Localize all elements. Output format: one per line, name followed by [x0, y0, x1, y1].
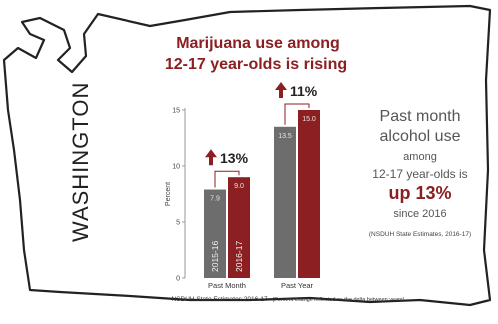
bar-gray [274, 126, 296, 278]
side-line-4: 12-17 year-olds is [372, 167, 467, 181]
y-axis-title: Percent [165, 182, 172, 206]
side-line-2: alcohol use [380, 128, 461, 145]
bar-series-label: 2015-16 [210, 241, 220, 272]
state-label: WASHINGTON [68, 82, 93, 242]
bar-value-label: 7.9 [210, 196, 220, 203]
bar-red [298, 110, 320, 278]
footnote-sub: (Percent change reflected as the delta b… [272, 297, 404, 303]
bar-value-label: 13.5 [278, 133, 292, 140]
change-bracket [284, 103, 310, 125]
side-line-6: since 2016 [393, 208, 446, 220]
x-category-label: Past Month [208, 281, 246, 290]
change-bracket [214, 170, 240, 188]
change-percent: 11% [290, 83, 318, 99]
side-panel: Past month alcohol use among 12-17 year-… [369, 108, 471, 238]
side-line-1: Past month [380, 108, 461, 125]
up-arrow-icon [275, 82, 287, 98]
side-source: (NSDUH State Estimates, 2016-17) [369, 231, 471, 238]
bar-value-label: 9.0 [234, 183, 244, 190]
y-tick-label: 0 [176, 276, 180, 283]
change-percent: 13% [220, 150, 249, 166]
side-line-3: among [403, 151, 437, 163]
y-tick-label: 5 [176, 220, 180, 227]
bar-gray [204, 189, 226, 278]
bar-series-label: 2016-17 [234, 241, 244, 272]
y-tick-label: 10 [172, 164, 180, 171]
footnote-main: NSDUH State Estimates 2016-17 [172, 296, 268, 303]
footnote: NSDUH State Estimates 2016-17 (Percent c… [172, 296, 405, 303]
washington-map-outline [2, 4, 492, 307]
side-line-5: up 13% [388, 183, 451, 203]
x-category-label: Past Year [281, 281, 314, 290]
bar-chart: Percent 0 5 10 15 7.9 2015-16 9.0 2016-17 13.5 1… [165, 82, 320, 290]
headline-line-1: Marijuana use among [176, 35, 340, 52]
bar-value-label: 15.0 [302, 116, 316, 123]
bar-red [228, 177, 250, 278]
up-arrow-icon [205, 149, 217, 166]
headline-line-2: 12-17 year-olds is rising [165, 56, 347, 73]
y-tick-label: 15 [172, 108, 180, 115]
